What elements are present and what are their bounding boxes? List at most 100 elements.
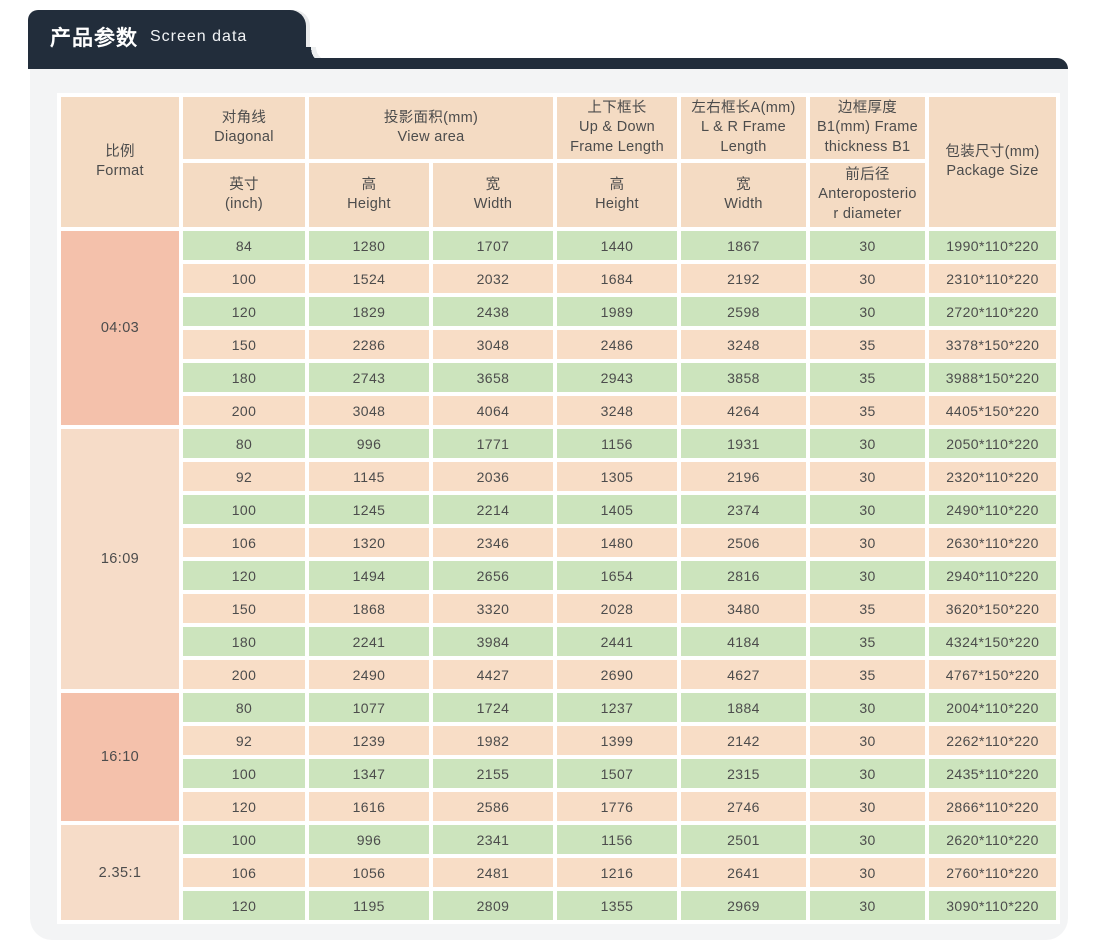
data-cell: 2346	[433, 528, 553, 557]
data-cell: 2620*110*220	[929, 825, 1056, 854]
table-row: 100 1347 2155 1507 2315 30 2435*110*220	[61, 759, 1056, 788]
table-row: 16:09 80 996 1771 1156 1931 30 2050*110*220	[61, 429, 1056, 689]
table-row: 150 1868 3320 2028 3480 35 3620*150*220	[61, 594, 1056, 623]
data-cell: 35	[810, 396, 925, 425]
table-row: 2.35:1 100 996 2341 1156 2501 30 2620*110*220	[61, 825, 1056, 920]
header-lr-frame: 左右框长A(mm) L & R Frame Length	[681, 97, 806, 159]
data-cell: 35	[810, 594, 925, 623]
data-cell: 2641	[681, 858, 806, 887]
table-row: 106 1056 2481 1216 2641 30 2760*110*220	[61, 858, 1056, 887]
data-cell: 996	[309, 429, 429, 458]
data-cell: 2940*110*220	[929, 561, 1056, 590]
data-cell: 30	[810, 792, 925, 821]
data-cell: 3090*110*220	[929, 891, 1056, 920]
data-cell: 2746	[681, 792, 806, 821]
data-cell: 80	[183, 693, 305, 722]
data-cell: 2192	[681, 264, 806, 293]
data-cell: 30	[810, 825, 925, 854]
data-cell: 996	[309, 825, 429, 854]
data-cell: 30	[810, 726, 925, 755]
table-row: 180 2241 3984 2441 4184 35 4324*150*220	[61, 627, 1056, 656]
data-cell: 84	[183, 231, 305, 260]
data-cell: 4184	[681, 627, 806, 656]
data-cell: 120	[183, 792, 305, 821]
table-row: 92 1145 2036 1305 2196 30 2320*110*220	[61, 462, 1056, 491]
data-cell: 1156	[557, 825, 677, 854]
data-cell: 120	[183, 297, 305, 326]
data-cell: 200	[183, 396, 305, 425]
data-cell: 1884	[681, 693, 806, 722]
data-cell: 200	[183, 660, 305, 689]
data-cell: 30	[810, 231, 925, 260]
data-cell: 2341	[433, 825, 553, 854]
table-row: 200 3048 4064 3248 4264 35 4405*150*220	[61, 396, 1056, 425]
data-cell: 4324*150*220	[929, 627, 1056, 656]
data-cell: 1145	[309, 462, 429, 491]
data-cell: 1867	[681, 231, 806, 260]
header-lr-width: 宽 Width	[681, 163, 806, 227]
table-body: 04:03 84 1280 1707 1440 1867 30 1990*110*220 100…	[61, 231, 1056, 920]
data-cell: 2501	[681, 825, 806, 854]
data-cell: 3378*150*220	[929, 330, 1056, 359]
data-cell: 180	[183, 363, 305, 392]
data-cell: 2969	[681, 891, 806, 920]
table-row: 120 1616 2586 1776 2746 30 2866*110*220	[61, 792, 1056, 821]
data-cell: 2438	[433, 297, 553, 326]
data-cell: 30	[810, 495, 925, 524]
data-cell: 1776	[557, 792, 677, 821]
data-cell: 106	[183, 528, 305, 557]
data-cell: 35	[810, 627, 925, 656]
data-cell: 35	[810, 660, 925, 689]
data-cell: 2490*110*220	[929, 495, 1056, 524]
screen-data-table: 比例 Format 对角线 Diagonal 投影面积(mm) View are…	[57, 93, 1060, 924]
header-anteroposterior: 前后径 Anteroposterio r diameter	[810, 163, 925, 227]
data-cell: 2441	[557, 627, 677, 656]
data-cell: 2315	[681, 759, 806, 788]
data-cell: 4427	[433, 660, 553, 689]
header-view-height: 高 Height	[309, 163, 429, 227]
header-package: 包装尺寸(mm) Package Size	[929, 97, 1056, 227]
data-cell: 1347	[309, 759, 429, 788]
data-cell: 30	[810, 891, 925, 920]
data-cell: 30	[810, 462, 925, 491]
data-cell: 1507	[557, 759, 677, 788]
data-cell: 2241	[309, 627, 429, 656]
table-row: 100 1524 2032 1684 2192 30 2310*110*220	[61, 264, 1056, 293]
header-view-width: 宽 Width	[433, 163, 553, 227]
data-cell: 120	[183, 561, 305, 590]
data-cell: 1654	[557, 561, 677, 590]
data-cell: 2310*110*220	[929, 264, 1056, 293]
data-cell: 2004*110*220	[929, 693, 1056, 722]
banner-title-en: Screen data	[150, 27, 248, 45]
table-row: 100 1245 2214 1405 2374 30 2490*110*220	[61, 495, 1056, 524]
data-cell: 2598	[681, 297, 806, 326]
data-cell: 3620*150*220	[929, 594, 1056, 623]
data-cell: 1216	[557, 858, 677, 887]
data-cell: 100	[183, 495, 305, 524]
data-cell: 3248	[681, 330, 806, 359]
data-cell: 2866*110*220	[929, 792, 1056, 821]
table-row: 120 1494 2656 1654 2816 30 2940*110*220	[61, 561, 1056, 590]
data-cell: 3048	[309, 396, 429, 425]
data-cell: 106	[183, 858, 305, 887]
header-diagonal-inch: 英寸 (inch)	[183, 163, 305, 227]
data-cell: 2720*110*220	[929, 297, 1056, 326]
content-panel: 比例 Format 对角线 Diagonal 投影面积(mm) View are…	[30, 58, 1068, 940]
data-cell: 2028	[557, 594, 677, 623]
data-cell: 30	[810, 429, 925, 458]
data-cell: 2486	[557, 330, 677, 359]
data-cell: 120	[183, 891, 305, 920]
table-row: 92 1239 1982 1399 2142 30 2262*110*220	[61, 726, 1056, 755]
data-cell: 1245	[309, 495, 429, 524]
data-cell: 80	[183, 429, 305, 458]
data-cell: 1616	[309, 792, 429, 821]
header-format: 比例 Format	[61, 97, 179, 227]
data-cell: 1771	[433, 429, 553, 458]
data-cell: 1405	[557, 495, 677, 524]
data-cell: 2214	[433, 495, 553, 524]
table-row: 150 2286 3048 2486 3248 35 3378*150*220	[61, 330, 1056, 359]
data-cell: 2262*110*220	[929, 726, 1056, 755]
header-ud-frame: 上下框长 Up & Down Frame Length	[557, 97, 677, 159]
format-group-cell: 16:09	[61, 429, 179, 689]
data-cell: 4627	[681, 660, 806, 689]
